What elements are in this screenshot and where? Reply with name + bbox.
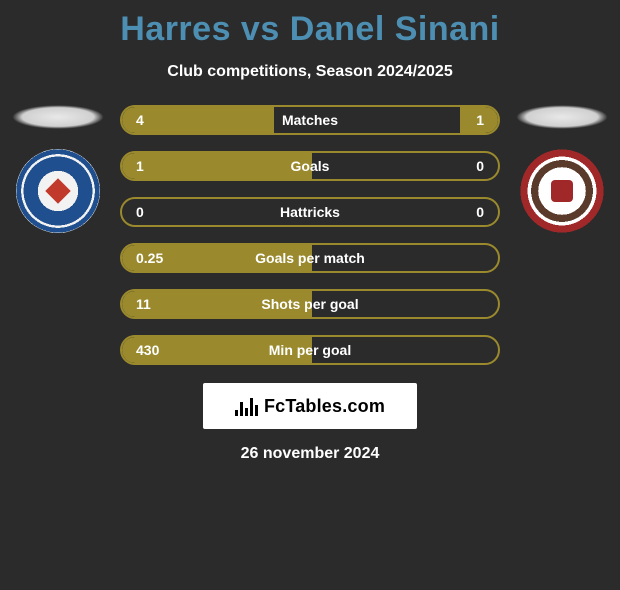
watermark-text: FcTables.com xyxy=(264,396,385,417)
watermark: FcTables.com xyxy=(203,383,417,429)
player-right-column xyxy=(512,105,612,233)
stat-row: 430Min per goal xyxy=(120,335,500,365)
stat-row: 4Matches1 xyxy=(120,105,500,135)
stat-row: 11Shots per goal xyxy=(120,289,500,319)
date-label: 26 november 2024 xyxy=(0,445,620,463)
club-badge-right xyxy=(520,149,604,233)
stat-label: Goals per match xyxy=(122,250,498,266)
stat-label: Goals xyxy=(122,158,498,174)
stat-row: 0.25Goals per match xyxy=(120,243,500,273)
stat-label: Min per goal xyxy=(122,342,498,358)
stat-right-value: 0 xyxy=(476,204,484,220)
stat-right-value: 0 xyxy=(476,158,484,174)
club-badge-left xyxy=(16,149,100,233)
page-title: Harres vs Danel Sinani xyxy=(0,10,620,49)
stat-right-value: 1 xyxy=(476,112,484,128)
player-right-silhouette xyxy=(516,105,608,129)
comparison-layout: 4Matches11Goals00Hattricks00.25Goals per… xyxy=(0,105,620,365)
stat-row: 0Hattricks0 xyxy=(120,197,500,227)
stat-label: Shots per goal xyxy=(122,296,498,312)
stat-row: 1Goals0 xyxy=(120,151,500,181)
stat-label: Hattricks xyxy=(122,204,498,220)
stats-panel: 4Matches11Goals00Hattricks00.25Goals per… xyxy=(120,105,500,365)
player-left-column xyxy=(8,105,108,233)
stat-label: Matches xyxy=(122,112,498,128)
subtitle: Club competitions, Season 2024/2025 xyxy=(0,63,620,81)
watermark-icon xyxy=(235,396,258,416)
player-left-silhouette xyxy=(12,105,104,129)
